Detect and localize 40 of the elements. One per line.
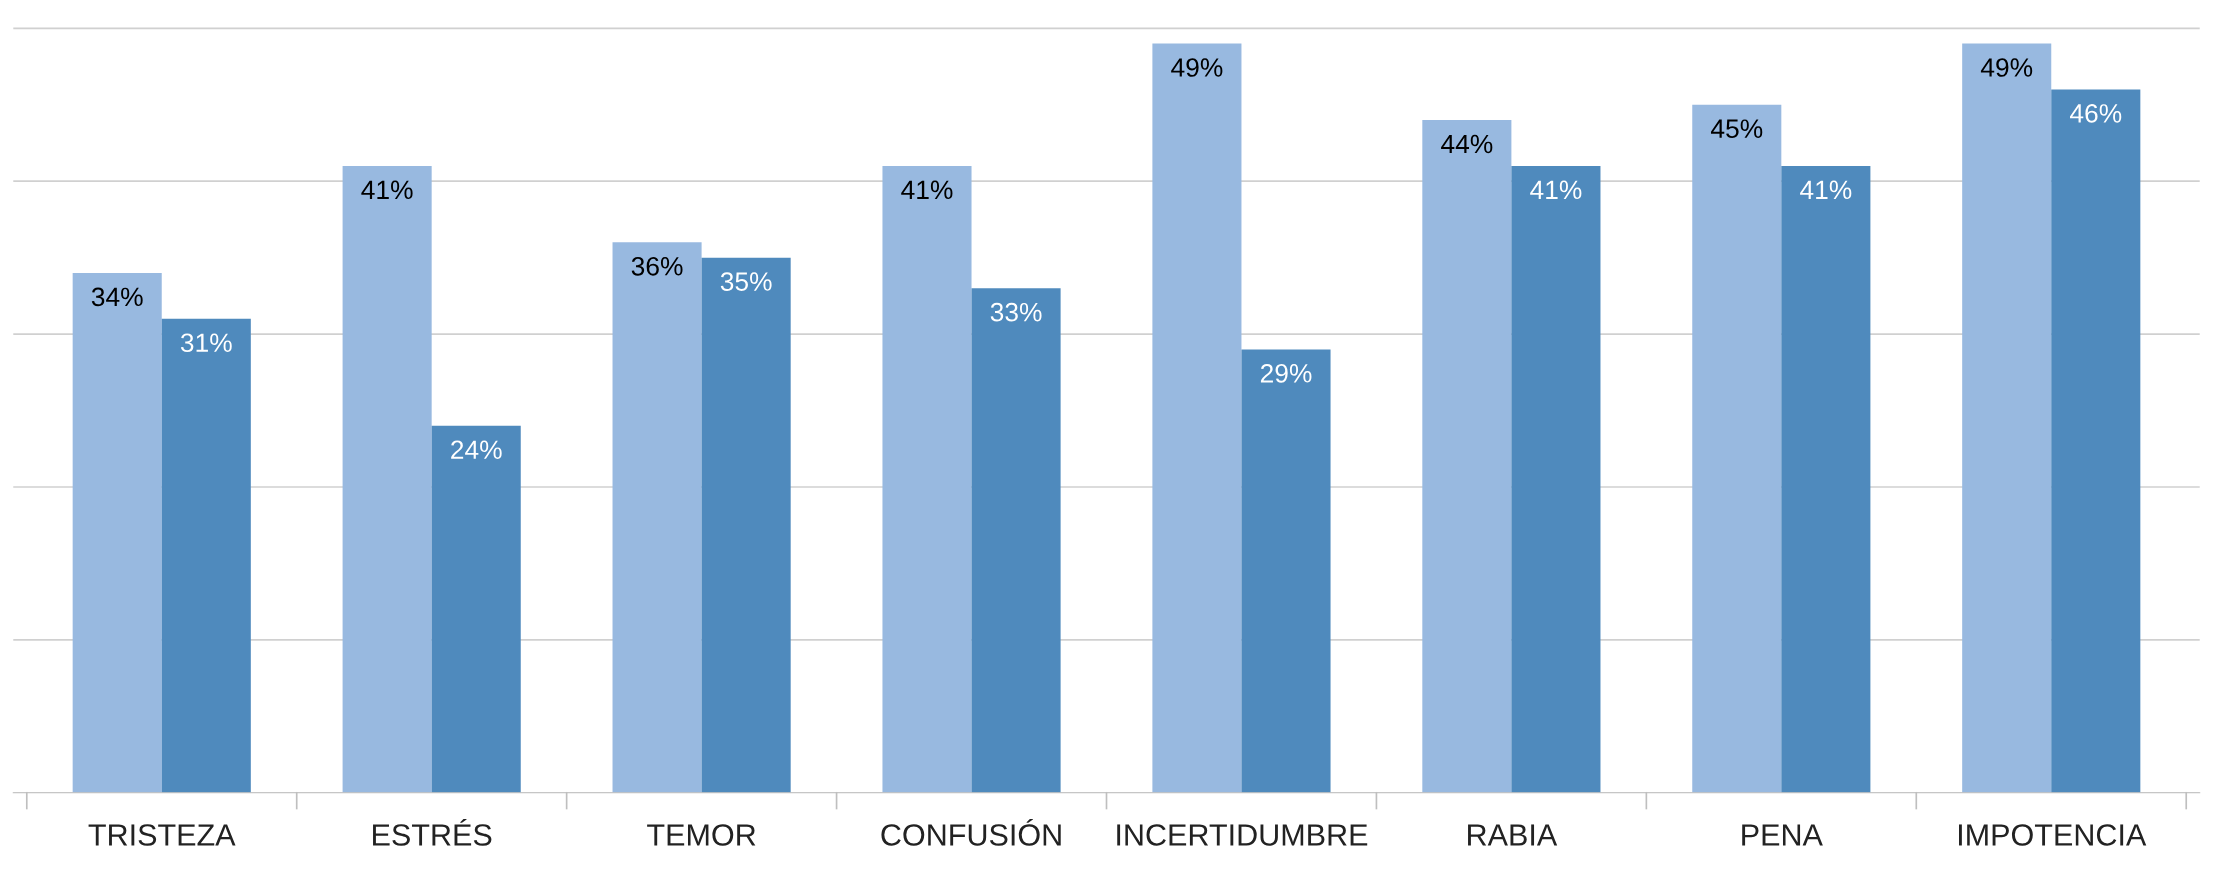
x-tick-label: INCERTIDUMBRE [1117,824,1368,846]
bar [161,318,251,793]
bar [1692,104,1782,793]
data-label: 29% [1260,363,1312,383]
data-label: 41% [1800,180,1852,200]
data-label: 41% [361,180,413,200]
data-label: 33% [990,302,1042,322]
data-label: 36% [631,256,683,276]
data-label: 44% [1441,134,1493,154]
x-tick-label: RABIA [1468,824,1558,846]
bar [2051,89,2141,793]
data-label: 34% [91,287,143,307]
bar [701,257,791,793]
data-label: 24% [451,440,502,459]
data-label: 41% [901,180,953,200]
x-tick-label: ESTRÉS [373,818,492,846]
bar [72,272,162,793]
data-label: 35% [720,272,772,291]
bar [1422,120,1512,793]
x-tick-label: IMPOTENCIA [1959,824,2147,846]
bar [1152,43,1242,793]
bar [1962,43,2052,793]
bar [612,242,702,793]
bar [431,425,521,793]
data-label: 45% [1710,119,1763,139]
bar [1781,165,1871,793]
bar [342,165,432,793]
bar [882,165,972,793]
data-label: 49% [1171,58,1223,77]
bar [1511,165,1601,793]
x-tick-label: CONFUSIÓN [881,818,1061,846]
bar [1241,349,1331,793]
bar [971,288,1061,793]
x-tick-label: PENA [1742,824,1823,846]
data-label: 46% [2070,104,2122,123]
data-label: 41% [1530,180,1582,200]
data-label: 31% [180,333,232,353]
x-tick-label: TEMOR [647,824,756,846]
x-tick-label: TRISTEZA [88,824,236,846]
data-label: 49% [1980,58,2033,77]
